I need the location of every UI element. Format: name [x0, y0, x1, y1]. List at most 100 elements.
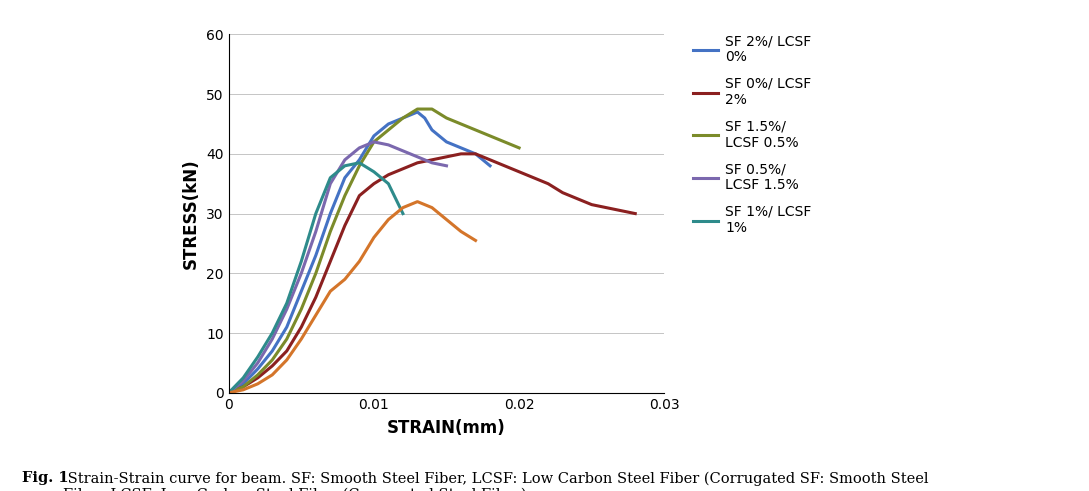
SF 2%/ LCSF
0% — [454, 145, 467, 151]
SF 1%/ LCSF
1% — [353, 160, 366, 166]
SF 2%/ LCSF
0% — [295, 288, 308, 294]
SF 2%/ LCSF
0% — [339, 175, 352, 181]
SF 0%/ LCSF
2% — [541, 181, 554, 187]
SF 2%/ LCSF
0% — [353, 157, 366, 163]
Line: SF 0.5%/
LCSF 1.5%: SF 0.5%/ LCSF 1.5% — [229, 142, 446, 393]
SF 0.5%/
LCSF 1.5% — [222, 390, 235, 396]
SF 2%/ LCSF
0% — [484, 163, 497, 169]
SF 2%/ LCSF
0% — [222, 390, 235, 396]
SF 0%/ LCSF
2% — [411, 160, 424, 166]
SF 0%/ LCSF
2% — [527, 175, 540, 181]
SF 1.5%/
LCSF 0.5% — [440, 115, 453, 121]
SF 1%/ LCSF
1% — [280, 300, 293, 306]
SF 0.5%/
LCSF 1.5% — [252, 360, 265, 366]
SF 2%/ LCSF
0% — [440, 139, 453, 145]
SF 0%/ LCSF
2% — [323, 258, 337, 264]
Text: Strain-Strain curve for beam. SF: Smooth Steel Fiber, LCSF: Low Carbon Steel Fib: Strain-Strain curve for beam. SF: Smooth… — [63, 471, 929, 491]
Line: SF 0%/ LCSF
2%: SF 0%/ LCSF 2% — [229, 154, 635, 393]
SF 1.5%/
LCSF 0.5% — [513, 145, 526, 151]
SF 1%/ LCSF
1% — [222, 390, 235, 396]
SF 2%/ LCSF
0% — [309, 252, 322, 258]
SF 0%/ LCSF
2% — [484, 157, 497, 163]
SF 0%/ LCSF
2% — [585, 202, 598, 208]
SF 1%/ LCSF
1% — [252, 354, 265, 360]
SF 1.5%/
LCSF 0.5% — [367, 139, 380, 145]
SF 0%/ LCSF
2% — [353, 193, 366, 199]
SF 2%/ LCSF
0% — [396, 115, 409, 121]
SF 1.5%/
LCSF 0.5% — [426, 106, 439, 112]
SF 1%/ LCSF
1% — [367, 169, 380, 175]
SF 0%/ LCSF
2% — [454, 151, 467, 157]
SF 0.5%/
LCSF 1.5% — [309, 229, 322, 235]
SF 0%/ LCSF
2% — [600, 205, 613, 211]
SF 0%/ LCSF
2% — [513, 169, 526, 175]
SF 1.5%/
LCSF 0.5% — [469, 127, 482, 133]
SF 0%/ LCSF
2% — [469, 151, 482, 157]
SF 2%/ LCSF
0% — [411, 109, 424, 115]
SF 0.5%/
LCSF 1.5% — [323, 181, 337, 187]
SF 0.5%/
LCSF 1.5% — [426, 160, 439, 166]
SF 1.5%/
LCSF 0.5% — [266, 357, 279, 363]
SF 0%/ LCSF
2% — [571, 196, 584, 202]
Text: Fig. 1: Fig. 1 — [22, 471, 69, 486]
SF 0%/ LCSF
2% — [628, 211, 641, 217]
SF 1.5%/
LCSF 0.5% — [252, 372, 265, 378]
SF 2%/ LCSF
0% — [382, 121, 395, 127]
Line: SF 1%/ LCSF
1%: SF 1%/ LCSF 1% — [229, 163, 403, 393]
X-axis label: STRAIN(mm): STRAIN(mm) — [387, 419, 506, 436]
SF 1%/ LCSF
1% — [396, 211, 409, 217]
SF 1%/ LCSF
1% — [236, 375, 249, 381]
SF 1.5%/
LCSF 0.5% — [236, 384, 249, 390]
SF 0%/ LCSF
2% — [556, 190, 570, 195]
SF 0%/ LCSF
2% — [440, 154, 453, 160]
SF 1.5%/
LCSF 0.5% — [323, 229, 337, 235]
SF 2%/ LCSF
0% — [236, 381, 249, 387]
SF 1.5%/
LCSF 0.5% — [295, 306, 308, 312]
SF 0%/ LCSF
2% — [309, 294, 322, 300]
SF 1.5%/
LCSF 0.5% — [411, 106, 424, 112]
SF 0%/ LCSF
2% — [498, 163, 511, 169]
Legend: SF 2%/ LCSF
0%, SF 0%/ LCSF
2%, SF 1.5%/
LCSF 0.5%, SF 0.5%/
LCSF 1.5%, SF 1%/ L: SF 2%/ LCSF 0%, SF 0%/ LCSF 2%, SF 1.5%/… — [693, 34, 811, 235]
SF 1.5%/
LCSF 0.5% — [454, 121, 467, 127]
SF 2%/ LCSF
0% — [323, 211, 337, 217]
SF 0%/ LCSF
2% — [280, 348, 293, 354]
SF 1.5%/
LCSF 0.5% — [484, 133, 497, 139]
Line: SF 2%/ LCSF
0%: SF 2%/ LCSF 0% — [229, 112, 490, 393]
SF 0.5%/
LCSF 1.5% — [440, 163, 453, 169]
SF 1.5%/
LCSF 0.5% — [339, 193, 352, 199]
SF 0%/ LCSF
2% — [266, 363, 279, 369]
SF 1.5%/
LCSF 0.5% — [498, 139, 511, 145]
SF 0.5%/
LCSF 1.5% — [280, 306, 293, 312]
SF 0.5%/
LCSF 1.5% — [396, 148, 409, 154]
SF 0%/ LCSF
2% — [236, 384, 249, 390]
SF 0.5%/
LCSF 1.5% — [266, 336, 279, 342]
SF 2%/ LCSF
0% — [280, 324, 293, 330]
Line: SF 1.5%/
LCSF 0.5%: SF 1.5%/ LCSF 0.5% — [229, 109, 519, 393]
SF 2%/ LCSF
0% — [252, 366, 265, 372]
SF 1%/ LCSF
1% — [339, 163, 352, 169]
SF 0%/ LCSF
2% — [367, 181, 380, 187]
SF 1%/ LCSF
1% — [309, 211, 322, 217]
SF 0%/ LCSF
2% — [396, 166, 409, 172]
SF 0%/ LCSF
2% — [426, 157, 439, 163]
SF 2%/ LCSF
0% — [418, 115, 431, 121]
SF 2%/ LCSF
0% — [367, 133, 380, 139]
SF 0%/ LCSF
2% — [252, 375, 265, 381]
SF 1.5%/
LCSF 0.5% — [396, 115, 409, 121]
SF 0.5%/
LCSF 1.5% — [236, 378, 249, 384]
SF 1.5%/
LCSF 0.5% — [309, 271, 322, 276]
SF 0%/ LCSF
2% — [222, 390, 235, 396]
SF 1.5%/
LCSF 0.5% — [353, 163, 366, 169]
SF 0.5%/
LCSF 1.5% — [339, 157, 352, 163]
Y-axis label: STRESS(kN): STRESS(kN) — [181, 158, 199, 269]
SF 1.5%/
LCSF 0.5% — [280, 336, 293, 342]
SF 1.5%/
LCSF 0.5% — [222, 390, 235, 396]
SF 0%/ LCSF
2% — [382, 172, 395, 178]
SF 0.5%/
LCSF 1.5% — [295, 271, 308, 276]
SF 0%/ LCSF
2% — [295, 324, 308, 330]
SF 2%/ LCSF
0% — [426, 127, 439, 133]
SF 2%/ LCSF
0% — [266, 348, 279, 354]
SF 0.5%/
LCSF 1.5% — [382, 142, 395, 148]
SF 1%/ LCSF
1% — [382, 181, 395, 187]
SF 1%/ LCSF
1% — [323, 175, 337, 181]
